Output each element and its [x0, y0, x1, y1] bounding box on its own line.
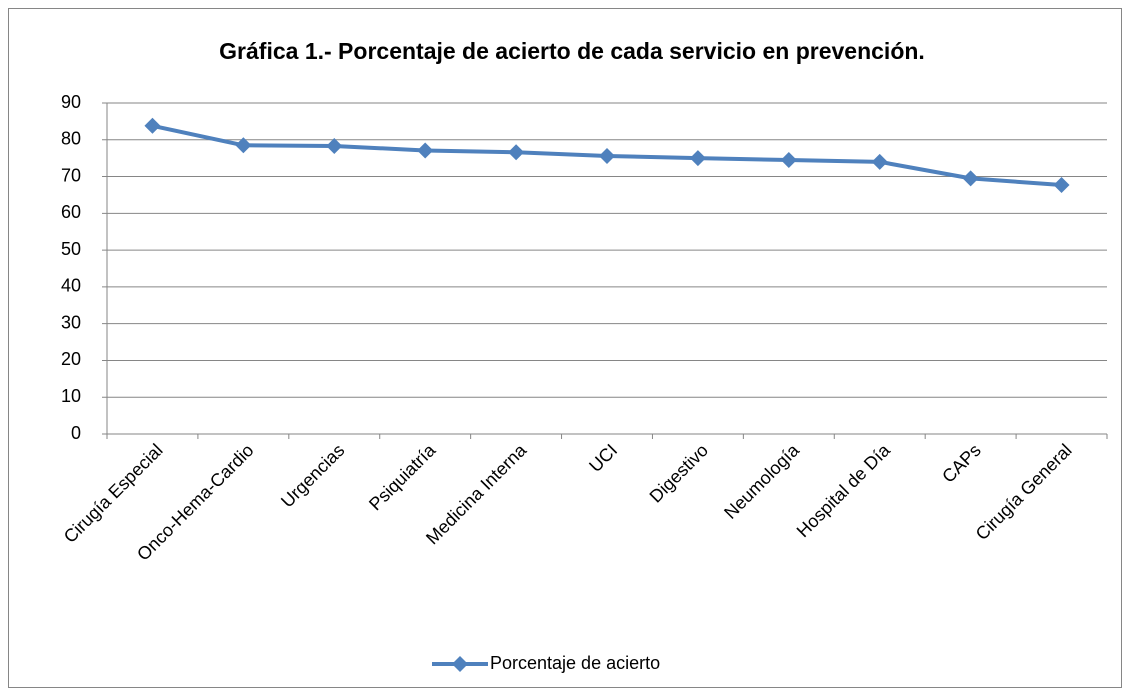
legend-label: Porcentaje de acierto: [490, 653, 660, 673]
y-tick-label: 0: [71, 423, 81, 443]
point-marker: [689, 150, 706, 167]
point-marker: [508, 144, 525, 161]
y-tick-label: 20: [61, 349, 81, 369]
point-marker: [417, 142, 434, 159]
y-tick-label: 50: [61, 239, 81, 259]
chart-title: Gráfica 1.- Porcentaje de acierto de cad…: [219, 38, 925, 64]
point-marker: [780, 152, 797, 169]
y-tick-label: 10: [61, 386, 81, 406]
y-tick-label: 60: [61, 202, 81, 222]
y-tick-label: 40: [61, 276, 81, 296]
point-marker: [326, 138, 343, 155]
y-tick-label: 90: [61, 92, 81, 112]
point-marker: [599, 147, 615, 164]
chart-border: [8, 8, 1122, 688]
point-marker: [1053, 177, 1070, 194]
y-tick-label: 30: [61, 312, 81, 332]
legend-marker: [452, 656, 468, 672]
y-tick-label: 80: [61, 129, 81, 149]
y-tick-label: 70: [61, 165, 81, 185]
point-marker: [871, 153, 888, 170]
point-marker: [235, 137, 252, 154]
point-marker: [144, 117, 161, 134]
point-marker: [962, 170, 979, 187]
